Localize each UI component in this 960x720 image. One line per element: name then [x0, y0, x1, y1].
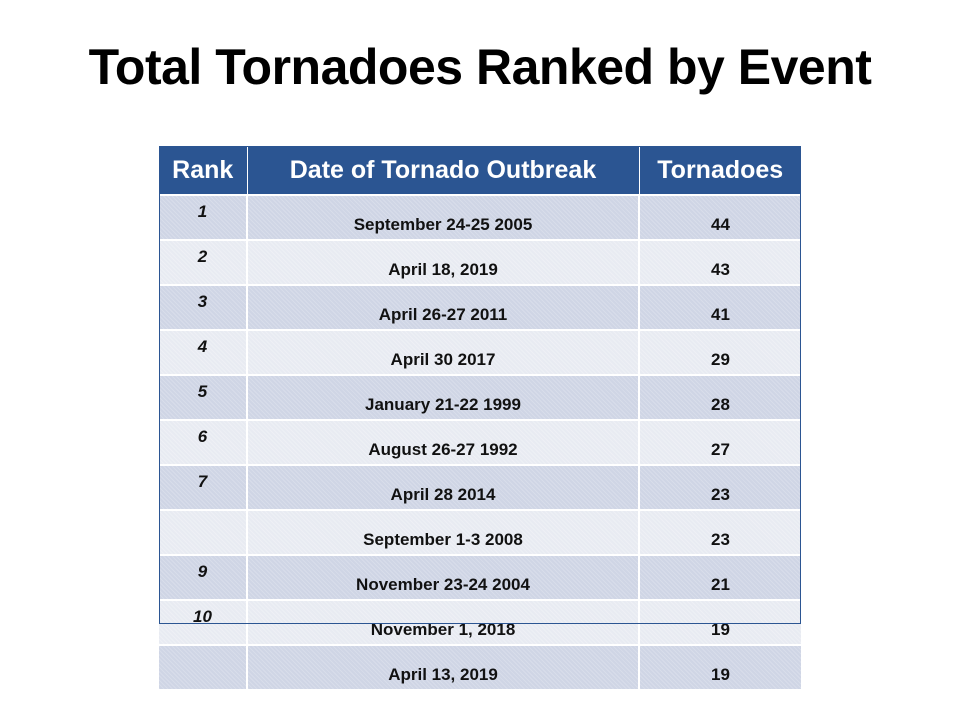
date-cell: April 28 2014 — [247, 465, 640, 511]
date-cell: November 23-24 2004 — [247, 555, 640, 601]
table-row: 5 January 21-22 1999 28 — [159, 375, 801, 421]
count-cell: 27 — [639, 420, 801, 466]
table-header: Rank Date of Tornado Outbreak Tornadoes — [159, 146, 801, 196]
rank-cell: 6 — [159, 420, 248, 466]
header-date: Date of Tornado Outbreak — [247, 146, 640, 196]
table-row: 3 April 26-27 2011 41 — [159, 285, 801, 331]
table-row: 6 August 26-27 1992 27 — [159, 420, 801, 466]
table-row: April 13, 2019 19 — [159, 645, 801, 691]
rank-cell: 4 — [159, 330, 248, 376]
count-cell: 21 — [639, 555, 801, 601]
date-cell: September 1-3 2008 — [247, 510, 640, 556]
count-cell: 23 — [639, 465, 801, 511]
count-cell: 19 — [639, 600, 801, 646]
table-row: 2 April 18, 2019 43 — [159, 240, 801, 286]
count-cell: 43 — [639, 240, 801, 286]
table-row: 1 September 24-25 2005 44 — [159, 195, 801, 241]
date-cell: April 13, 2019 — [247, 645, 640, 691]
date-cell: November 1, 2018 — [247, 600, 640, 646]
date-cell: August 26-27 1992 — [247, 420, 640, 466]
tornado-ranking-table: Rank Date of Tornado Outbreak Tornadoes … — [159, 146, 801, 691]
rank-cell: 9 — [159, 555, 248, 601]
count-cell: 29 — [639, 330, 801, 376]
date-cell: January 21-22 1999 — [247, 375, 640, 421]
header-rank: Rank — [159, 146, 248, 196]
date-cell: April 26-27 2011 — [247, 285, 640, 331]
date-cell: September 24-25 2005 — [247, 195, 640, 241]
ranking-table: Rank Date of Tornado Outbreak Tornadoes … — [159, 146, 801, 691]
table-body: 1 September 24-25 2005 44 2 April 18, 20… — [159, 195, 801, 691]
header-count: Tornadoes — [639, 146, 801, 196]
count-cell: 19 — [639, 645, 801, 691]
rank-cell: 3 — [159, 285, 248, 331]
date-cell: April 18, 2019 — [247, 240, 640, 286]
table-row: 4 April 30 2017 29 — [159, 330, 801, 376]
table-row: 10 November 1, 2018 19 — [159, 600, 801, 646]
count-cell: 28 — [639, 375, 801, 421]
rank-cell: 10 — [159, 600, 248, 646]
date-cell: April 30 2017 — [247, 330, 640, 376]
rank-cell: 2 — [159, 240, 248, 286]
table-row: 9 November 23-24 2004 21 — [159, 555, 801, 601]
count-cell: 44 — [639, 195, 801, 241]
table-row: September 1-3 2008 23 — [159, 510, 801, 556]
rank-cell — [159, 510, 248, 556]
rank-cell: 5 — [159, 375, 248, 421]
rank-cell — [159, 645, 248, 691]
count-cell: 41 — [639, 285, 801, 331]
table-row: 7 April 28 2014 23 — [159, 465, 801, 511]
rank-cell: 1 — [159, 195, 248, 241]
slide-title: Total Tornadoes Ranked by Event — [88, 39, 872, 95]
header-row: Rank Date of Tornado Outbreak Tornadoes — [159, 146, 801, 196]
rank-cell: 7 — [159, 465, 248, 511]
count-cell: 23 — [639, 510, 801, 556]
